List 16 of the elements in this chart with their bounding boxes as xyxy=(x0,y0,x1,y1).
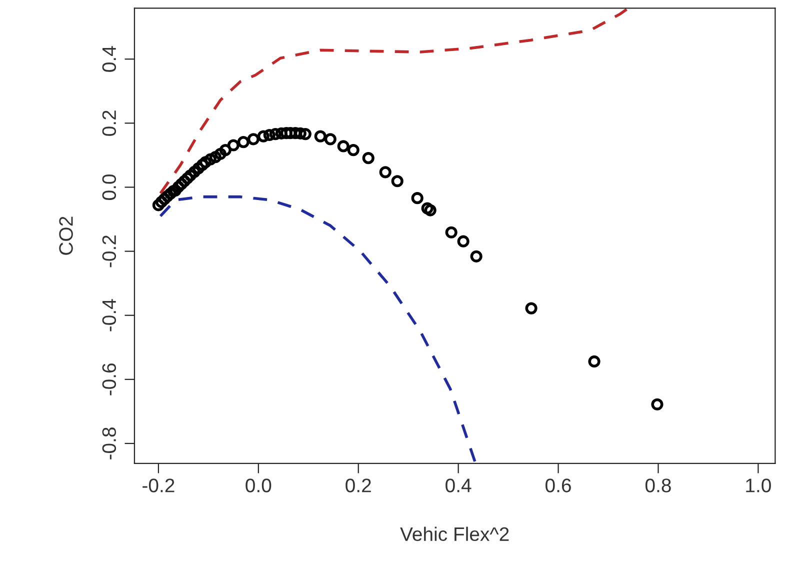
x-tick-label: 0.8 xyxy=(645,478,671,492)
x-tick-label: -0.2 xyxy=(142,478,174,492)
x-tick-label: 0.4 xyxy=(446,478,472,492)
y-tick-label: 0.0 xyxy=(102,174,116,200)
y-tick-label: -0.8 xyxy=(102,428,116,460)
x-tick-label: 0.0 xyxy=(246,478,272,492)
y-tick-label: 0.2 xyxy=(102,110,116,136)
y-tick-label: -0.2 xyxy=(102,236,116,268)
y-tick-label: 0.4 xyxy=(102,46,116,72)
x-axis-title: Vehic Flex^2 xyxy=(400,526,509,542)
x-tick-label: 0.6 xyxy=(546,478,571,492)
y-tick-label: -0.4 xyxy=(102,299,116,332)
y-tick-label: -0.6 xyxy=(102,364,116,396)
y-axis-title: CO2 xyxy=(59,216,73,255)
x-tick-label: 1.0 xyxy=(746,478,771,492)
x-tick-label: 0.2 xyxy=(346,478,371,492)
